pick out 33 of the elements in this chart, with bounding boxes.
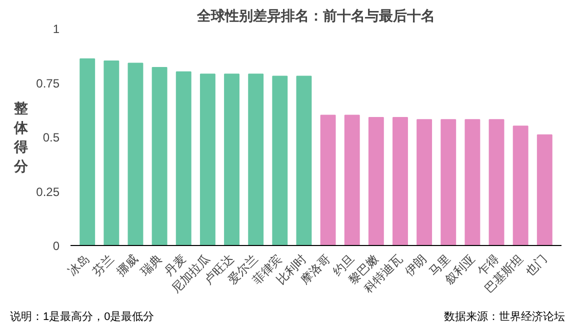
bar xyxy=(368,116,384,246)
bar xyxy=(440,119,456,246)
bar xyxy=(104,60,120,246)
bar xyxy=(296,76,312,246)
bar xyxy=(128,62,144,246)
y-tick-label: 1 xyxy=(52,22,60,36)
bar xyxy=(416,119,432,246)
chart-title: 全球性别差异排名：前十名与最后十名 xyxy=(196,8,435,24)
bar xyxy=(512,126,528,246)
y-axis-title: 整体得分 xyxy=(13,100,30,174)
x-tick-label: 挪威 xyxy=(114,252,140,278)
bar xyxy=(536,134,552,246)
y-tick-label: 0.5 xyxy=(42,130,60,144)
bar xyxy=(176,71,192,246)
x-tick-label: 瑞典 xyxy=(138,252,165,278)
bar xyxy=(248,74,264,246)
bar xyxy=(80,58,96,246)
x-tick-label: 伊朗 xyxy=(402,252,430,278)
bar xyxy=(488,119,504,246)
y-tick-label: 0.75 xyxy=(36,76,60,90)
bar xyxy=(224,74,240,246)
y-tick-label: 0 xyxy=(52,239,60,253)
bar xyxy=(464,119,480,246)
bar xyxy=(200,74,216,246)
bar xyxy=(344,114,360,246)
bar xyxy=(152,67,168,246)
x-tick-label: 也门 xyxy=(522,252,550,278)
source-note: 数据来源：世界经济论坛 xyxy=(444,310,565,325)
bar xyxy=(392,116,408,246)
bar xyxy=(320,114,336,246)
bar xyxy=(272,76,288,246)
text: 说明：1是最高分，0是最低分 xyxy=(10,310,154,325)
y-tick-label: 0.25 xyxy=(36,184,60,199)
